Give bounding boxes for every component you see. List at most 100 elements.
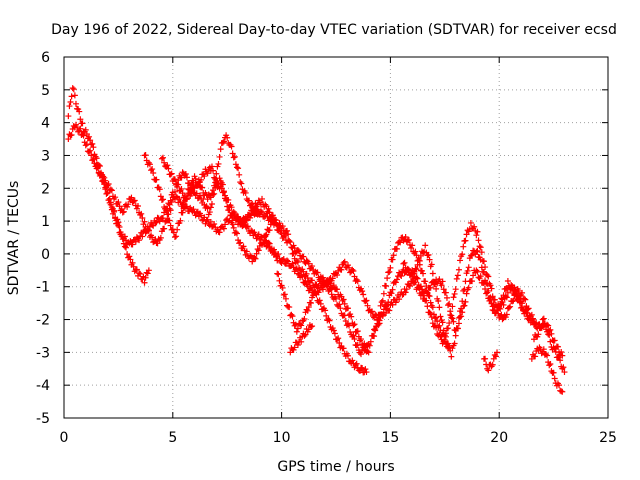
data-point	[344, 262, 351, 269]
data-point	[251, 254, 258, 261]
data-point	[294, 259, 301, 266]
data-point	[397, 272, 404, 279]
data-point	[133, 266, 140, 273]
data-point	[267, 213, 274, 220]
data-point	[280, 255, 287, 262]
data-point	[340, 296, 347, 303]
data-point	[203, 217, 210, 224]
data-point	[309, 277, 316, 284]
data-point	[435, 297, 442, 304]
data-point	[207, 218, 214, 225]
data-point	[304, 274, 311, 281]
data-point	[326, 317, 333, 324]
data-point	[402, 234, 409, 241]
data-point	[389, 286, 396, 293]
data-point	[208, 163, 215, 170]
data-point	[429, 304, 436, 311]
data-point	[433, 285, 440, 292]
data-point	[179, 201, 186, 208]
data-point	[199, 184, 206, 191]
data-point	[528, 311, 535, 318]
data-point	[144, 226, 151, 233]
data-point	[364, 348, 371, 355]
data-point	[319, 286, 326, 293]
data-point	[120, 240, 127, 247]
data-point	[153, 219, 160, 226]
data-point	[396, 296, 403, 303]
data-point	[201, 214, 208, 221]
data-point	[499, 316, 506, 323]
data-point	[305, 260, 312, 267]
data-point	[358, 351, 365, 358]
data-point	[65, 136, 72, 143]
data-point	[359, 365, 366, 372]
data-point	[68, 93, 75, 100]
data-point	[281, 232, 288, 239]
data-point	[409, 242, 416, 249]
data-point	[425, 251, 432, 258]
data-point	[404, 237, 411, 244]
data-point	[165, 165, 172, 172]
data-point	[171, 188, 178, 195]
data-point	[336, 340, 343, 346]
data-point	[274, 270, 281, 277]
data-point	[207, 194, 214, 201]
data-point	[412, 278, 419, 285]
data-point	[121, 233, 128, 240]
data-point	[426, 293, 433, 300]
data-point	[242, 217, 249, 224]
data-point	[225, 196, 232, 203]
data-point	[451, 290, 458, 297]
data-point	[272, 249, 279, 256]
data-point	[265, 239, 272, 246]
data-point	[125, 201, 132, 208]
data-point	[502, 314, 509, 321]
data-point	[80, 132, 87, 139]
data-point	[139, 276, 146, 283]
data-point	[87, 137, 94, 144]
data-point	[405, 236, 412, 243]
data-point	[145, 267, 152, 274]
data-point	[427, 284, 434, 291]
tick-labels: 0 5 10 15 20 25 -5 -4 -3 -2 -1 0 1 2 3 4 5 6	[36, 50, 617, 446]
data-point	[540, 315, 547, 322]
data-point	[401, 259, 408, 266]
data-point	[435, 324, 442, 331]
data-point	[471, 223, 478, 230]
data-point	[359, 288, 366, 295]
data-point	[507, 303, 514, 310]
data-point	[384, 275, 391, 282]
data-point	[244, 223, 251, 230]
data-point	[204, 170, 211, 177]
data-point	[66, 103, 73, 110]
data-point	[82, 126, 89, 133]
data-point	[237, 220, 244, 227]
y-tick-label: 6	[41, 50, 50, 66]
data-point	[373, 323, 380, 330]
data-point	[499, 296, 506, 303]
data-point	[107, 199, 114, 206]
data-point	[284, 257, 291, 264]
data-point	[399, 291, 406, 298]
data-point	[107, 186, 114, 193]
data-point	[273, 221, 280, 228]
data-point	[298, 338, 305, 345]
data-point	[547, 361, 554, 368]
data-point	[400, 260, 407, 267]
data-point	[440, 327, 447, 334]
data-point	[290, 242, 297, 249]
data-point	[485, 273, 492, 280]
data-point	[390, 252, 397, 259]
data-point	[383, 282, 390, 289]
data-point	[86, 133, 93, 140]
data-point	[145, 159, 152, 166]
data-point	[129, 241, 136, 248]
tick-marks	[63, 56, 609, 419]
data-point	[237, 179, 244, 186]
data-point	[413, 266, 420, 273]
data-point	[301, 315, 308, 322]
data-point	[112, 215, 119, 222]
data-point	[354, 278, 361, 285]
data-point	[457, 257, 464, 264]
data-point	[488, 300, 495, 307]
